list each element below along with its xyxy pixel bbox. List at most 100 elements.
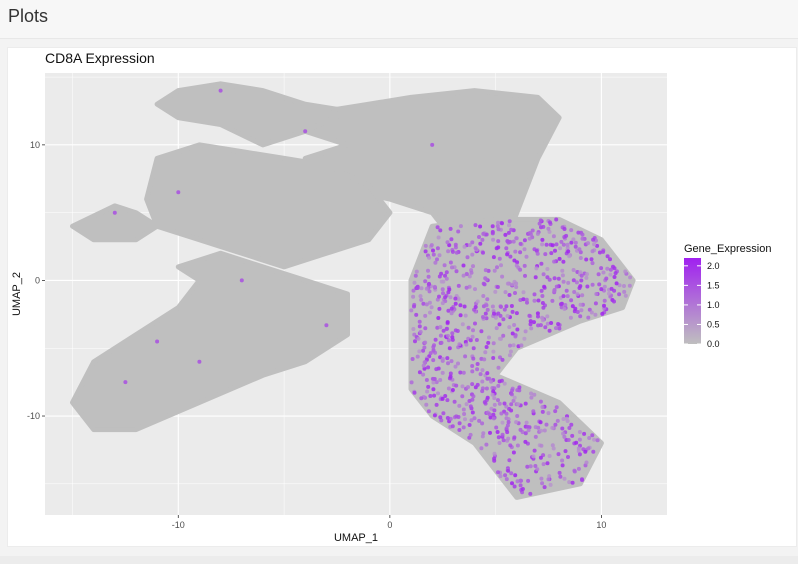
expressing-cell bbox=[547, 229, 552, 234]
expressing-cell bbox=[155, 339, 160, 344]
expressing-cell bbox=[488, 415, 493, 420]
expressing-cell bbox=[541, 462, 546, 467]
expressing-cell bbox=[478, 224, 483, 229]
expressing-cell bbox=[449, 237, 454, 242]
expressing-cell bbox=[423, 249, 428, 254]
expressing-cell bbox=[466, 325, 471, 330]
expressing-cell bbox=[536, 298, 541, 303]
expressing-cell bbox=[523, 329, 528, 334]
expressing-cell bbox=[508, 443, 513, 448]
expressing-cell bbox=[448, 416, 453, 421]
expressing-cell bbox=[457, 403, 462, 408]
expressing-cell bbox=[447, 287, 452, 292]
expressing-cell bbox=[577, 437, 582, 442]
expressing-cell bbox=[491, 389, 496, 394]
expressing-cell bbox=[417, 370, 422, 375]
expressing-cell bbox=[507, 219, 512, 224]
expressing-cell bbox=[540, 481, 545, 486]
expressing-cell bbox=[472, 416, 477, 421]
expressing-cell bbox=[541, 224, 546, 229]
expressing-cell bbox=[590, 433, 595, 438]
expressing-cell bbox=[554, 242, 559, 247]
expressing-cell bbox=[473, 287, 477, 292]
expressing-cell bbox=[570, 480, 575, 485]
x-axis-title: UMAP_1 bbox=[334, 532, 378, 544]
expressing-cell bbox=[449, 306, 454, 311]
expressing-cell bbox=[489, 406, 494, 411]
expressing-cell bbox=[528, 322, 533, 327]
expressing-cell bbox=[457, 428, 462, 432]
expressing-cell bbox=[613, 271, 618, 276]
expressing-cell bbox=[608, 294, 613, 299]
expressing-cell bbox=[484, 303, 489, 308]
expressing-cell bbox=[431, 248, 435, 253]
expressing-cell bbox=[493, 289, 498, 294]
expressing-cell bbox=[566, 455, 570, 459]
expressing-cell bbox=[467, 274, 472, 279]
expressing-cell bbox=[597, 282, 602, 287]
expressing-cell bbox=[434, 402, 439, 407]
expressing-cell bbox=[417, 319, 422, 324]
expressing-cell bbox=[505, 252, 510, 257]
expressing-cell bbox=[545, 461, 550, 466]
expressing-cell bbox=[480, 389, 485, 394]
expressing-cell bbox=[418, 294, 423, 299]
expressing-cell bbox=[423, 243, 428, 248]
expressing-cell bbox=[564, 288, 569, 293]
expressing-cell bbox=[556, 276, 561, 281]
legend-label: 0.0 bbox=[707, 339, 720, 349]
expressing-cell bbox=[432, 343, 436, 348]
expressing-cell bbox=[434, 380, 439, 385]
expressing-cell bbox=[523, 401, 528, 406]
expressing-cell bbox=[556, 322, 561, 326]
expressing-cell bbox=[579, 278, 584, 283]
expressing-cell bbox=[429, 243, 434, 248]
expressing-cell bbox=[590, 282, 595, 287]
expressing-cell bbox=[510, 309, 515, 314]
expressing-cell bbox=[491, 349, 496, 354]
expressing-cell bbox=[422, 366, 427, 371]
expressing-cell bbox=[532, 298, 537, 303]
expressing-cell bbox=[486, 340, 491, 345]
expressing-cell bbox=[461, 370, 466, 375]
expressing-cell bbox=[531, 409, 536, 414]
expressing-cell bbox=[515, 479, 520, 484]
expressing-cell bbox=[553, 248, 557, 253]
expressing-cell bbox=[500, 274, 505, 279]
legend-label: 0.5 bbox=[707, 319, 720, 329]
expressing-cell bbox=[491, 255, 496, 260]
y-tick-label: -10 bbox=[27, 411, 40, 421]
expressing-cell bbox=[496, 435, 501, 440]
expressing-cell bbox=[545, 321, 550, 326]
expressing-cell bbox=[506, 420, 511, 425]
expressing-cell bbox=[550, 443, 555, 448]
expressing-cell bbox=[513, 249, 518, 254]
expressing-cell bbox=[473, 305, 478, 309]
expressing-cell bbox=[437, 274, 442, 279]
expressing-cell bbox=[484, 277, 489, 282]
expressing-cell bbox=[593, 301, 598, 306]
expressing-cell bbox=[448, 295, 453, 300]
expressing-cell bbox=[456, 296, 461, 301]
expressing-cell bbox=[589, 257, 594, 262]
expressing-cell bbox=[522, 336, 527, 341]
expressing-cell bbox=[458, 224, 463, 229]
expressing-cell bbox=[432, 284, 437, 289]
expressing-cell bbox=[435, 225, 440, 230]
expressing-cell bbox=[489, 379, 494, 384]
expressing-cell bbox=[446, 333, 450, 338]
expressing-cell bbox=[432, 377, 437, 381]
expressing-cell bbox=[498, 355, 502, 360]
expressing-cell bbox=[456, 229, 461, 234]
expressing-cell bbox=[515, 388, 520, 393]
expressing-cell bbox=[413, 273, 418, 278]
expressing-cell bbox=[509, 471, 514, 476]
y-tick-label: 10 bbox=[30, 140, 40, 150]
expressing-cell bbox=[454, 269, 459, 274]
expressing-cell bbox=[538, 218, 543, 223]
expressing-cell bbox=[496, 470, 500, 475]
expressing-cell bbox=[123, 380, 128, 385]
expressing-cell bbox=[595, 438, 600, 443]
expressing-cell bbox=[445, 398, 450, 403]
plots-header: Plots bbox=[0, 0, 798, 39]
